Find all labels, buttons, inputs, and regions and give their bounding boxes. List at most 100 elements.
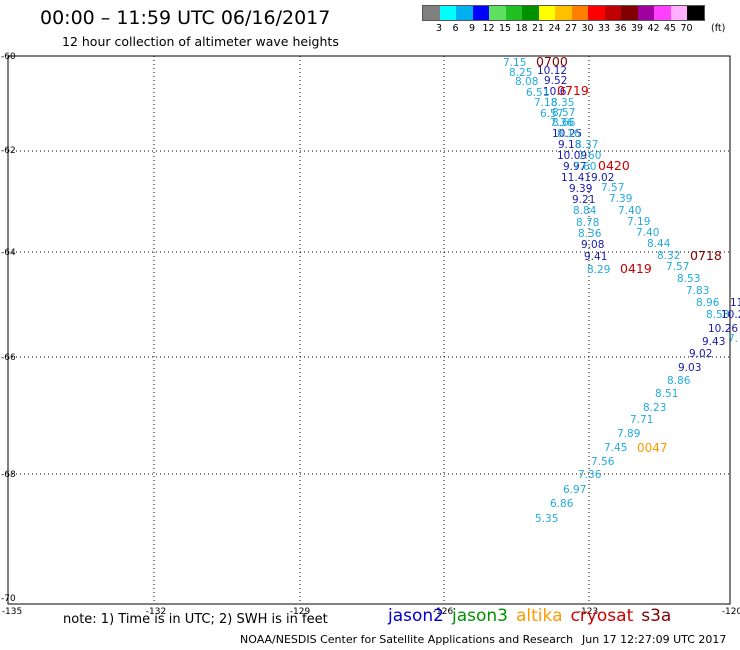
wave-height-label: 9.43 [702, 336, 725, 348]
legend-swatch [439, 6, 456, 20]
wave-height-label: 9.18 [558, 139, 581, 151]
wave-height-label: 0719 [557, 83, 589, 98]
wave-height-label: 8.84 [573, 205, 597, 217]
wave-height-label: 9.03 [678, 362, 701, 374]
wave-height-label: 9.02 [689, 348, 712, 360]
wave-height-label: 8.36 [578, 228, 602, 240]
legend-label: 27 [564, 23, 578, 34]
legend-label: 9 [468, 23, 476, 34]
latitude-label: -68 [1, 470, 16, 480]
footer-timestamp: Jun 17 12:27:09 UTC 2017 [582, 633, 727, 646]
wave-height-label: 5.35 [535, 513, 558, 525]
wave-height-label: 11 [730, 297, 740, 309]
latitude-label: -70 [1, 594, 16, 604]
longitude-label: -135 [2, 607, 22, 617]
legend-label: 24 [548, 23, 561, 34]
legend-swatch [555, 6, 572, 20]
legend-label: 6 [452, 23, 459, 34]
legend-swatch [472, 6, 489, 20]
legend-labels: 70 45 42 39 36 33 30 27 24 21 18 15 12 9 6 3 (ft) [422, 21, 725, 35]
wave-height-label: 7.60 [578, 150, 601, 162]
wave-height-label: 10.26 [708, 323, 738, 335]
legend-unit: (ft) [711, 23, 726, 34]
legend-swatch [604, 6, 621, 20]
wave-height-label: 7.39 [609, 193, 632, 205]
legend-swatch [588, 6, 605, 20]
satellite-label-jason3: jason3 [452, 606, 508, 626]
legend-swatch [687, 6, 704, 20]
wave-height-label: 10.12 [537, 65, 567, 77]
wave-height-label: 0420 [598, 158, 630, 173]
legend-swatch [571, 6, 588, 20]
legend-swatch [505, 6, 522, 20]
wave-height-label: 8.96 [696, 297, 720, 309]
wave-height-label: 11.41 [561, 172, 591, 184]
wave-height-label: 9.21 [572, 194, 595, 206]
wave-height-label: 7.40 [636, 227, 659, 239]
legend-swatch [538, 6, 555, 20]
wave-height-label: 8.37 [575, 139, 598, 151]
wave-height-label: 8.51 [655, 388, 678, 400]
satellite-label-altika: altika [516, 606, 563, 626]
legend-label: 12 [482, 23, 495, 34]
wave-height-label: 9.52 [544, 75, 567, 87]
wave-height-label: 7.83 [686, 285, 709, 297]
wave-height-label: 9.39 [569, 183, 592, 195]
legend-swatch [621, 6, 638, 20]
wave-height-label: 7.56 [591, 456, 615, 468]
wave-height-label: 8.16 [557, 128, 581, 140]
wave-height-points: 7.15 070010.128.259.528.0810.607196.517.1… [503, 54, 740, 525]
color-legend: 70 45 42 39 36 33 30 27 24 21 18 15 12 9 6 3 (ft) [422, 5, 725, 35]
longitude-labels: -135 -132 -129 -126 -123 -120 [2, 607, 740, 617]
wave-height-label: 7.60 [573, 161, 596, 173]
wave-height-label: 8.86 [667, 375, 691, 387]
legend-swatch [670, 6, 687, 20]
latitude-label: -60 [1, 52, 16, 62]
longitude-label: -120 [722, 607, 740, 617]
satellite-label-cryosat: cryosat [570, 606, 634, 626]
wave-height-label: 0718 [690, 248, 722, 263]
legend-label: 45 [663, 23, 677, 34]
longitude-label: -126 [433, 607, 454, 617]
page-title: 00:00 – 11:59 UTC 06/16/2017 [40, 7, 331, 29]
map-frame [7, 55, 731, 605]
wave-height-label: 8.44 [647, 238, 671, 250]
wave-height-label: 6.86 [550, 498, 574, 510]
wave-height-label: 10.2 [721, 309, 740, 321]
wave-height-label: 8.57 [552, 107, 575, 119]
legend-swatch [489, 6, 506, 20]
wave-height-label: 8.23 [643, 402, 666, 414]
wave-height-label: 10.25 [552, 128, 582, 140]
longitude-label: -132 [146, 607, 166, 617]
wave-height-label: 8.32 [657, 250, 680, 262]
page-subtitle: 12 hour collection of altimeter wave hei… [62, 34, 339, 49]
legend-swatches [422, 5, 705, 21]
wave-height-label: 8.08 [515, 76, 538, 88]
wave-height-label: 0419 [620, 261, 652, 276]
wave-height-label: 7.89 [617, 428, 640, 440]
satellite-label-s3a: s3a [641, 606, 672, 626]
legend-label: 21 [531, 23, 545, 34]
longitude-label: -123 [578, 607, 598, 617]
legend-label: 15 [498, 23, 512, 34]
satellite-label-jason2: jason2 [388, 606, 444, 626]
wave-height-label: 8.35 [551, 97, 574, 109]
wave-height-label: 6.57 [540, 108, 563, 120]
wave-height-label: 7.18 [534, 97, 557, 109]
wave-height-label: 8.53 [677, 273, 700, 285]
legend-label: 36 [614, 23, 627, 34]
wave-height-label: 7.36 [578, 469, 602, 481]
latitude-labels: -60 -62 -64 -66 -68 -70 [1, 52, 16, 604]
wave-height-label: 9.97 [563, 161, 586, 173]
legend-label: 33 [597, 23, 611, 34]
wave-height-label: 10.09 [557, 150, 587, 162]
wave-height-label: 0047 [637, 441, 668, 455]
wave-height-label: 7.71 [630, 414, 653, 426]
wave-height-label: 8.29 [587, 264, 610, 276]
longitude-label: -129 [290, 607, 311, 617]
wave-height-label: 9.41 [584, 251, 607, 263]
wave-height-label: 8.25 [509, 67, 532, 79]
footer-credit: NOAA/NESDIS Center for Satellite Applica… [240, 633, 574, 646]
wave-height-label: 7.19 [627, 216, 650, 228]
